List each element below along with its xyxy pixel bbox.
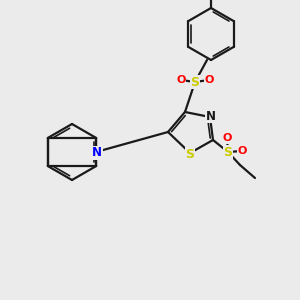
Text: N: N bbox=[206, 110, 216, 122]
Text: O: O bbox=[204, 75, 214, 85]
Text: S: S bbox=[224, 146, 232, 158]
Text: O: O bbox=[222, 133, 232, 143]
Text: O: O bbox=[176, 75, 186, 85]
Text: S: S bbox=[185, 148, 194, 160]
Text: S: S bbox=[190, 76, 200, 88]
Text: N: N bbox=[92, 146, 102, 160]
Text: O: O bbox=[237, 146, 247, 156]
